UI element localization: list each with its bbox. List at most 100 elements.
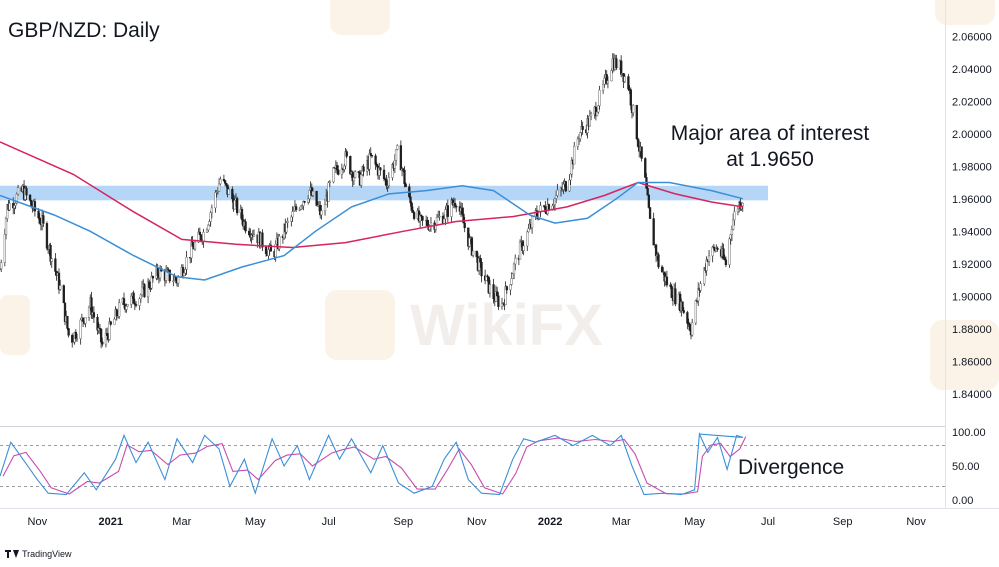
candle-body [682,310,685,313]
candle-body [308,190,311,200]
candle-body [646,188,649,196]
candle-body [387,177,390,187]
candle-body [285,222,288,233]
price-tick-label: 1.94000 [952,226,992,238]
candle-body [199,234,203,241]
candle-body [393,159,397,169]
candle-body [193,241,197,250]
time-tick-label: May [684,516,705,528]
time-tick-label: 2022 [538,516,562,528]
candle-body [511,273,514,279]
candle-body [240,208,244,220]
candle-body [118,302,121,317]
candle-body [522,245,525,251]
candle-body [411,210,415,213]
candle-body [707,255,711,262]
candle-body [722,248,725,258]
candle-body [736,208,740,213]
price-tick-label: 2.06000 [952,31,992,43]
candle-body [0,262,3,270]
tradingview-logo[interactable]: TradingView [5,549,72,559]
oscillator-tick-label: 50.00 [952,461,980,473]
candle-body [385,179,388,187]
zone-annotation-line: Major area of interest [671,122,870,145]
candle-body [140,286,144,296]
candle-body [514,257,517,265]
candle-body [657,254,660,268]
candle-body [205,229,209,233]
candle-body [302,201,305,207]
candle-body [660,266,664,273]
candle-body [553,198,557,206]
candle-body [733,211,736,221]
candle-body [208,221,211,226]
candle-body [615,58,618,69]
candle-body [209,212,212,222]
candle-body [435,217,439,226]
candle-body [703,267,706,284]
candle-body [210,207,214,213]
candle-body [335,165,339,171]
candle-body [674,288,677,305]
time-tick-label: Nov [28,516,48,528]
chart-title: GBP/NZD: Daily [8,19,160,42]
candle-body [185,256,188,270]
candle-body [644,158,647,178]
candle-body [132,292,135,304]
candle-body [443,218,446,224]
candle-body [468,237,471,247]
candle-body [632,104,635,113]
candle-body [730,229,734,236]
candle-body [627,76,630,90]
candle-body [705,259,708,271]
candle-body [603,77,606,85]
time-tick-label: 2021 [99,516,123,528]
tradingview-label: TradingView [22,549,72,559]
candle-body [3,234,6,263]
candle-body [74,332,77,340]
candle-body [374,155,377,165]
candle-body [479,257,482,263]
candle-body [620,60,623,75]
price-tick-label: 1.98000 [952,161,992,173]
candle-body [362,166,365,172]
candle-body [294,206,298,210]
candle-body [101,341,104,345]
candle-body [134,304,138,306]
candle-body [148,281,151,288]
price-axis-ticks: 2.06000 2.04000 2.02000 2.00000 1.98000 1.960… [952,31,992,401]
candle-body [652,218,655,246]
candle-body [6,204,9,219]
candle-body [343,165,346,170]
candle-body [172,280,175,282]
candle-body [139,294,142,300]
candle-body [191,241,194,247]
candle-body [25,188,28,196]
candle-body [544,206,547,213]
candle-body [202,232,205,242]
candle-body [581,126,584,130]
candle-body [530,216,534,228]
candle-body [183,272,186,276]
candle-body [33,201,37,212]
candle-body [303,201,306,203]
candle-body [174,276,177,281]
oscillator-axis-ticks: 100.00 50.00 0.00 [952,427,986,507]
candle-body [198,231,201,236]
candle-body [45,223,49,249]
candle-body [59,285,62,290]
candle-body [320,210,323,216]
candle-body [359,174,363,186]
candle-body [716,247,719,250]
candle-body [526,231,529,247]
candle-body [512,263,516,275]
candle-body [217,183,221,192]
candle-body [463,222,466,229]
divergence-line [699,433,743,439]
candle-body [518,242,522,260]
oscillator-levels [0,445,945,487]
candle-body [610,70,613,82]
candle-body [555,195,558,199]
candle-body [509,284,512,291]
